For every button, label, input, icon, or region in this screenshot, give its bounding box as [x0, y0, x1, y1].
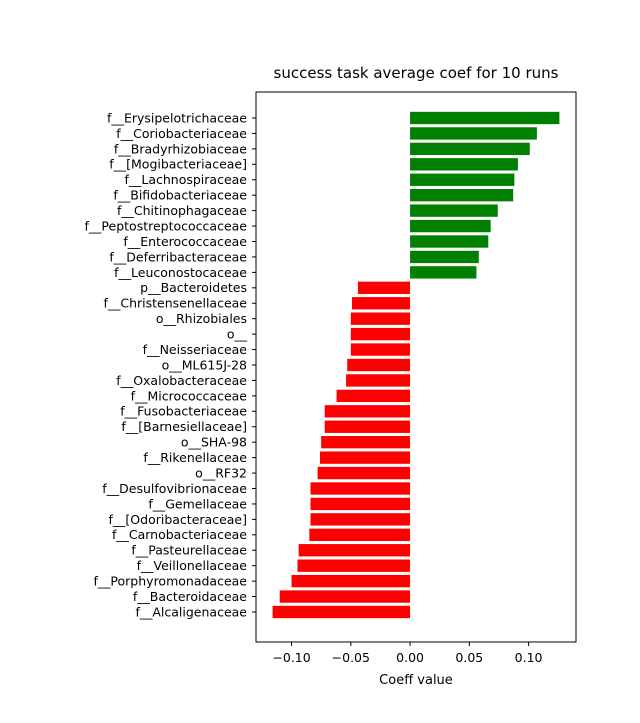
bar [410, 266, 477, 279]
category-label: f__Gemellaceae [148, 496, 247, 511]
bar [291, 574, 411, 588]
bars-group [272, 111, 560, 619]
bar [410, 142, 530, 156]
x-tick-label: 0.00 [396, 650, 424, 665]
bar [357, 281, 411, 294]
bar [310, 482, 411, 495]
bar [317, 466, 411, 480]
x-tick-label: 0.10 [515, 650, 543, 665]
x-tick-label: −0.05 [332, 650, 370, 665]
category-label: f__Bradyrhizobiaceae [114, 141, 247, 156]
bar [336, 389, 411, 403]
bar [410, 219, 491, 233]
category-label: f__Chitinophagaceae [117, 203, 247, 218]
category-label: o__ML615J-28 [162, 357, 247, 372]
x-axis-label: Coeff value [379, 673, 453, 688]
category-label: o__SHA-98 [181, 435, 247, 450]
bar [310, 513, 411, 526]
category-label: f__[Odoribacteraceae] [109, 512, 247, 527]
category-label: f__[Mogibacteriaceae] [109, 157, 247, 172]
category-label: p__Bacteroidetes [140, 280, 247, 295]
bar [410, 158, 518, 171]
x-tick-label: 0.05 [455, 650, 483, 665]
category-label: f__Christensenellaceae [103, 296, 247, 311]
x-tick-label: −0.10 [272, 650, 310, 665]
bar [352, 297, 411, 310]
bar [410, 173, 515, 186]
category-label: o__ [227, 327, 248, 342]
category-label: f__Fusobacteriaceae [120, 404, 247, 419]
bar [410, 111, 560, 125]
category-label: f__Neisseriaceae [143, 342, 248, 357]
bar [350, 343, 411, 356]
category-label: f__Coriobacteriaceae [116, 126, 247, 141]
bar [410, 235, 489, 248]
bar [298, 544, 411, 557]
bar [324, 405, 411, 418]
x-axis-ticks: −0.10 −0.05 0.00 0.05 0.10 [272, 642, 543, 665]
bar [350, 312, 411, 325]
category-label: o__RF32 [195, 465, 247, 480]
bar [321, 436, 411, 449]
bar [272, 605, 411, 619]
category-label: f__Micrococcaceae [131, 388, 248, 403]
bar [310, 497, 411, 511]
category-label: f__Alcaligenaceae [135, 604, 247, 619]
category-label: f__Peptostreptococcaceae [85, 218, 248, 233]
category-label: f__Oxalobacteraceae [116, 373, 247, 388]
category-label: f__Carnobacteriaceae [112, 527, 247, 542]
category-label: f__Enterococcaceae [123, 234, 247, 249]
category-label: f__Bacteroidaceae [133, 589, 247, 604]
category-label: f__Porphyromonadaceae [94, 574, 248, 589]
bar [410, 204, 498, 217]
bar [410, 127, 537, 140]
bar [297, 559, 411, 572]
category-label: f__Rikenellaceae [143, 450, 247, 465]
category-label: f__Pasteurellaceae [131, 543, 247, 558]
bar [324, 420, 411, 433]
bar [347, 358, 411, 372]
category-label: f__Erysipelotrichaceae [107, 110, 247, 125]
category-label: f__Leuconostocaceae [114, 265, 247, 280]
category-label: f__Deferribacteraceae [109, 249, 247, 264]
plot-frame [255, 91, 577, 643]
bar [320, 451, 411, 464]
bar [350, 327, 411, 341]
bar [346, 374, 411, 387]
category-label: o__Rhizobiales [156, 311, 247, 326]
chart-title: success task average coef for 10 runs [274, 64, 559, 82]
category-label: f__[Barnesiellaceae] [121, 419, 247, 434]
bar [309, 528, 411, 541]
category-label: f__Desulfovibrionaceae [102, 481, 247, 496]
category-label: f__Veillonellaceae [137, 558, 248, 573]
category-label: f__Bifidobacteriaceae [113, 188, 247, 203]
category-label: f__Lachnospiraceae [124, 172, 247, 187]
bar [410, 189, 514, 202]
bar [279, 590, 411, 603]
category-labels: f__Erysipelotrichaceaef__Coriobacteriace… [85, 110, 256, 619]
bar [410, 250, 479, 264]
